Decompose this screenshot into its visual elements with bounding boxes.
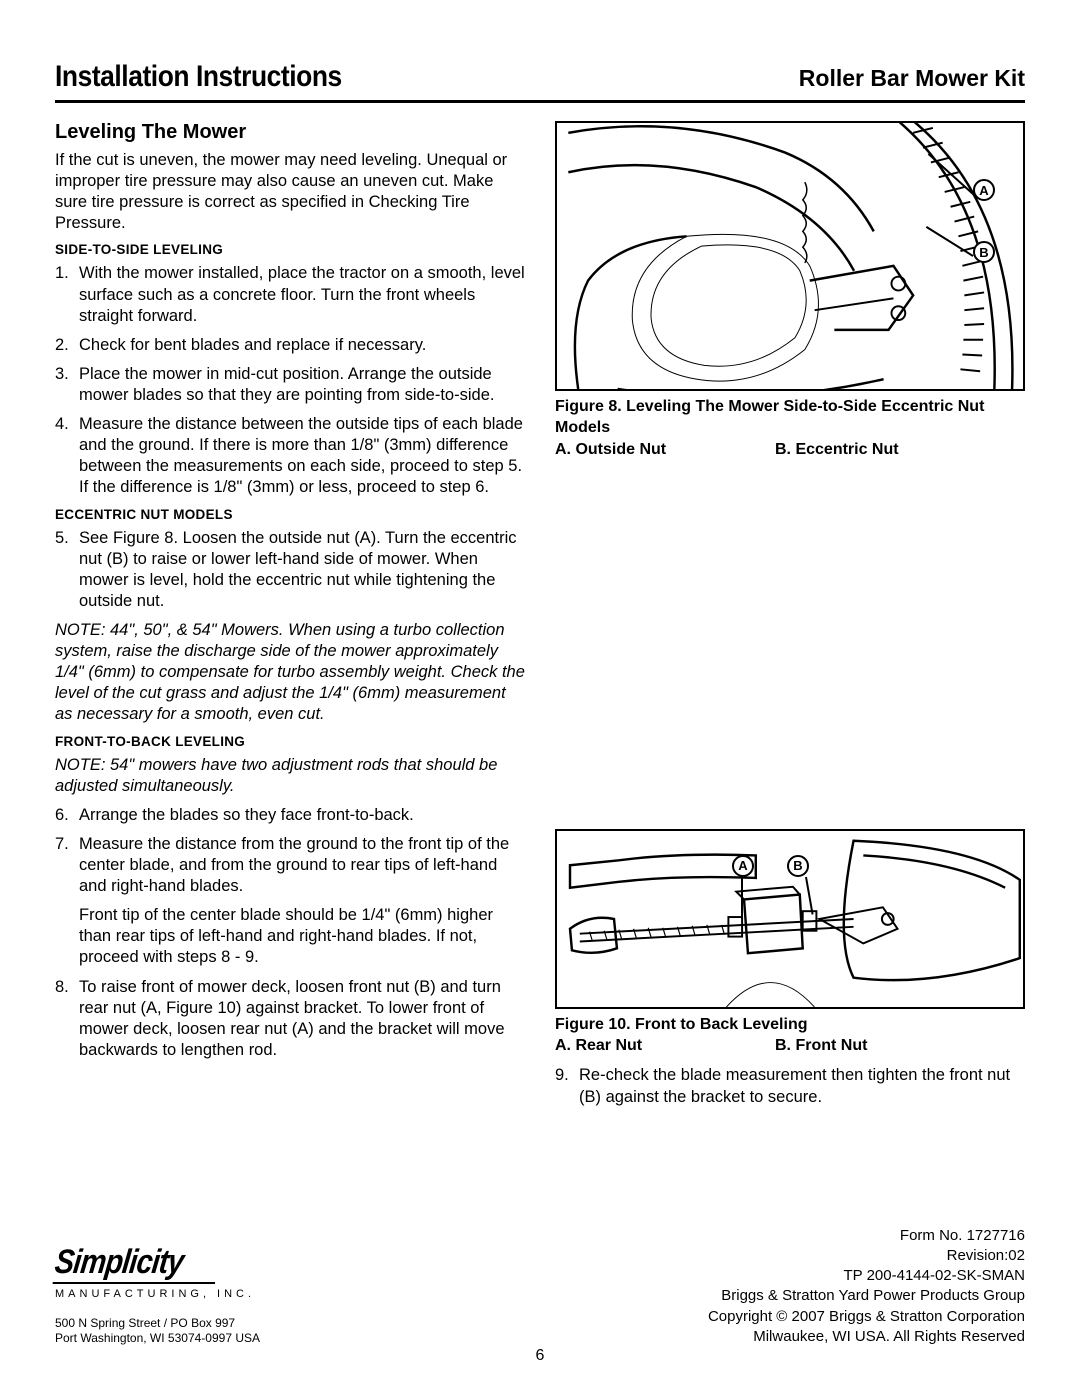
addr-line1: 500 N Spring Street / PO Box 997 <box>55 1316 260 1332</box>
step-2-text: Check for bent blades and replace if nec… <box>79 336 426 354</box>
callout-a: A <box>973 179 995 201</box>
step-8-text: To raise front of mower deck, loosen fro… <box>79 978 505 1059</box>
fig10-legend-b: B. Front Nut <box>775 1037 867 1055</box>
step-5-text: See Figure 8. Loosen the outside nut (A)… <box>79 529 517 610</box>
figure-10: A B <box>555 829 1025 1009</box>
addr-line2: Port Washington, WI 53074-0997 USA <box>55 1331 260 1347</box>
ecc-steps-list: 5.See Figure 8. Loosen the outside nut (… <box>55 528 525 612</box>
step-1-text: With the mower installed, place the trac… <box>79 264 525 324</box>
step-6: 6.Arrange the blades so they face front-… <box>55 805 525 826</box>
page-header: Installation Instructions Roller Bar Mow… <box>55 60 1025 103</box>
figure-10-caption: Figure 10. Front to Back Leveling <box>555 1015 1025 1036</box>
step-9: 9.Re-check the blade measurement then ti… <box>555 1065 1025 1107</box>
revision: Revision:02 <box>708 1246 1025 1266</box>
footer-right: Form No. 1727716 Revision:02 TP 200-4144… <box>708 1226 1025 1348</box>
step-5: 5.See Figure 8. Loosen the outside nut (… <box>55 528 525 612</box>
footer-left: Simplicity MANUFACTURING, INC. 500 N Spr… <box>55 1243 260 1347</box>
step-7b-text: Front tip of the center blade should be … <box>79 905 525 968</box>
step-1: 1.With the mower installed, place the tr… <box>55 263 525 326</box>
figure-8-illustration <box>557 123 1023 389</box>
figure-8: A B <box>555 121 1025 391</box>
step-6-text: Arrange the blades so they face front-to… <box>79 806 414 824</box>
eccentric-label: ECCENTRIC NUT MODELS <box>55 507 525 522</box>
brand-subtext: MANUFACTURING, INC. <box>55 1288 260 1300</box>
step9-list: 9.Re-check the blade measurement then ti… <box>555 1065 1025 1107</box>
content-columns: Leveling The Mower If the cut is uneven,… <box>55 121 1025 1116</box>
right-column: A B Figure 8. Leveling The Mower Side-to… <box>555 121 1025 1116</box>
brand-address: 500 N Spring Street / PO Box 997 Port Wa… <box>55 1316 260 1347</box>
callout-b-10: B <box>787 855 809 877</box>
tp-code: TP 200-4144-02-SK-SMAN <box>708 1266 1025 1286</box>
brand-logo: Simplicity <box>53 1243 220 1284</box>
fig8-legend-b: B. Eccentric Nut <box>775 441 899 459</box>
step-2: 2.Check for bent blades and replace if n… <box>55 335 525 356</box>
step-7-text: Measure the distance from the ground to … <box>79 835 509 895</box>
page: Installation Instructions Roller Bar Mow… <box>0 0 1080 1166</box>
doc-title: Installation Instructions <box>55 60 342 94</box>
page-number: 6 <box>0 1347 1080 1365</box>
side-leveling-label: SIDE-TO-SIDE LEVELING <box>55 242 525 257</box>
rights: Milwaukee, WI USA. All Rights Reserved <box>708 1327 1025 1347</box>
figure-10-legend: A. Rear Nut B. Front Nut <box>555 1037 1025 1055</box>
callout-a-10-line <box>741 877 743 919</box>
doc-subtitle: Roller Bar Mower Kit <box>799 65 1025 92</box>
figure-8-caption: Figure 8. Leveling The Mower Side-to-Sid… <box>555 397 1025 439</box>
step-3-text: Place the mower in mid-cut position. Arr… <box>79 365 494 404</box>
note-2: NOTE: 54" mowers have two adjustment rod… <box>55 755 525 797</box>
step-4-text: Measure the distance between the outside… <box>79 415 523 496</box>
front-back-label: FRONT-TO-BACK LEVELING <box>55 734 525 749</box>
step-9-text: Re-check the blade measurement then tigh… <box>579 1066 1010 1105</box>
step-8: 8.To raise front of mower deck, loosen f… <box>55 977 525 1061</box>
intro-paragraph: If the cut is uneven, the mower may need… <box>55 150 525 234</box>
left-column: Leveling The Mower If the cut is uneven,… <box>55 121 525 1116</box>
callout-b: B <box>973 241 995 263</box>
figure-8-legend: A. Outside Nut B. Eccentric Nut <box>555 441 1025 459</box>
side-steps-list: 1.With the mower installed, place the tr… <box>55 263 525 498</box>
copyright: Copyright © 2007 Briggs & Stratton Corpo… <box>708 1307 1025 1327</box>
note-1: NOTE: 44", 50", & 54" Mowers. When using… <box>55 620 525 726</box>
page-footer: Simplicity MANUFACTURING, INC. 500 N Spr… <box>55 1226 1025 1348</box>
fb-steps-list: 6.Arrange the blades so they face front-… <box>55 805 525 1061</box>
callout-a-10: A <box>732 855 754 877</box>
company-group: Briggs & Stratton Yard Power Products Gr… <box>708 1286 1025 1306</box>
section-heading: Leveling The Mower <box>55 121 525 144</box>
step-3: 3.Place the mower in mid-cut position. A… <box>55 364 525 406</box>
step-4: 4.Measure the distance between the outsi… <box>55 414 525 498</box>
form-no: Form No. 1727716 <box>708 1226 1025 1246</box>
step-7: 7.Measure the distance from the ground t… <box>55 834 525 969</box>
fig8-legend-a: A. Outside Nut <box>555 441 775 459</box>
fig10-legend-a: A. Rear Nut <box>555 1037 775 1055</box>
